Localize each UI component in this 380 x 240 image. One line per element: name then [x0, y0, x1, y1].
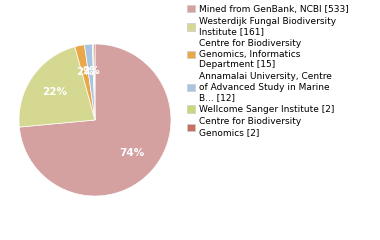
Wedge shape	[19, 44, 171, 196]
Wedge shape	[75, 45, 95, 120]
Wedge shape	[94, 44, 95, 120]
Wedge shape	[92, 44, 95, 120]
Legend: Mined from GenBank, NCBI [533], Westerdijk Fungal Biodiversity
Institute [161], : Mined from GenBank, NCBI [533], Westerdi…	[187, 5, 348, 137]
Wedge shape	[84, 44, 95, 120]
Text: 22%: 22%	[42, 87, 67, 97]
Text: 2%: 2%	[76, 67, 94, 77]
Text: 74%: 74%	[119, 148, 144, 158]
Wedge shape	[19, 47, 95, 127]
Text: 2%: 2%	[82, 66, 100, 76]
